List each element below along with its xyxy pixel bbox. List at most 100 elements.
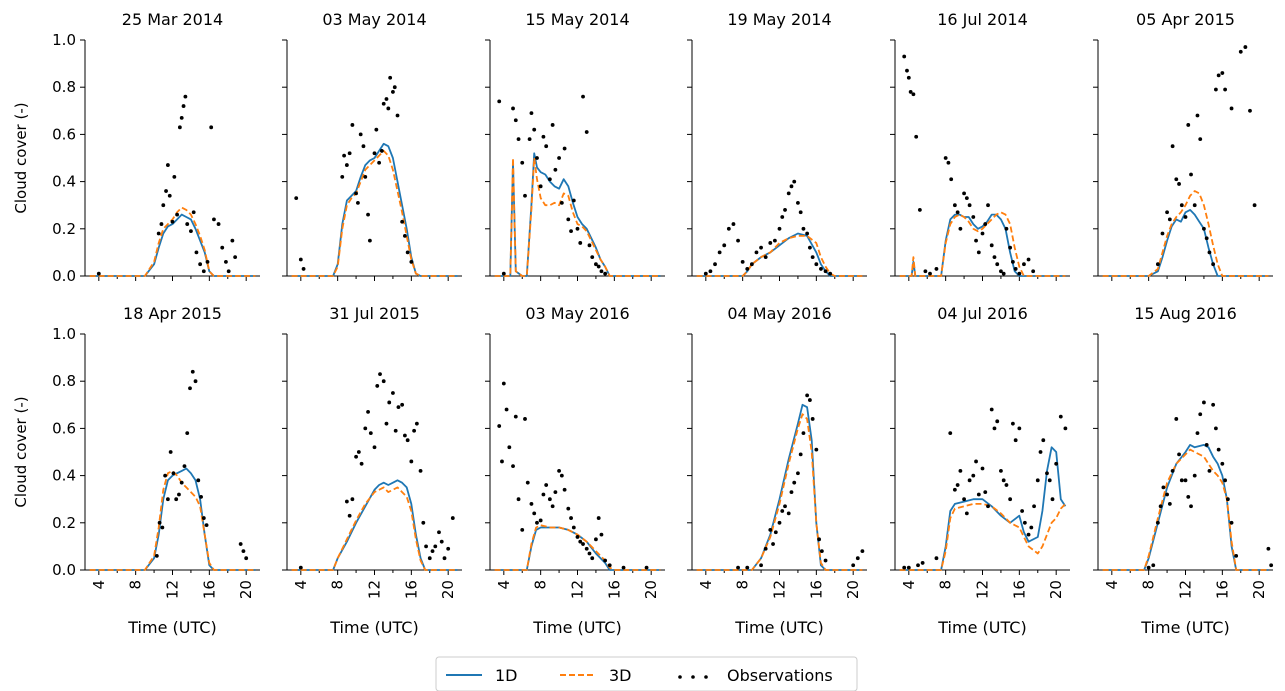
panel-2: 03 May 2014 — [282, 10, 462, 281]
legend: 1D 3D Observations — [435, 656, 858, 691]
observation-point — [1045, 471, 1049, 476]
series-line-1d — [89, 213, 256, 277]
observation-point — [1058, 414, 1063, 419]
observation-point — [1195, 431, 1200, 436]
observation-point — [1165, 210, 1169, 215]
y-tick-label: 1.0 — [52, 31, 76, 49]
observation-point — [347, 513, 352, 518]
x-tick-label: 20 — [1047, 580, 1065, 599]
observation-point — [819, 549, 824, 554]
legend-obs-dot-2 — [691, 675, 695, 679]
x-tick-label: 16 — [200, 580, 218, 599]
observation-point — [789, 490, 794, 495]
observation-point — [810, 255, 815, 260]
observation-point — [1189, 172, 1193, 177]
observation-point — [179, 115, 184, 120]
series-line-1d — [696, 232, 863, 277]
x-tick-label: 4 — [900, 580, 918, 590]
observation-point — [780, 215, 785, 219]
observation-point — [1177, 182, 1181, 186]
observation-point — [1183, 478, 1188, 483]
observation-point — [1001, 478, 1006, 483]
observation-point — [241, 549, 246, 554]
observation-point — [934, 556, 939, 561]
observation-point — [773, 530, 778, 535]
x-tick-label: 20 — [1250, 580, 1268, 599]
observation-point — [396, 405, 401, 410]
series-line-3d — [696, 413, 863, 571]
observation-point — [161, 203, 166, 208]
observation-point — [763, 546, 768, 551]
observation-point — [520, 527, 525, 532]
observation-point — [1223, 478, 1228, 483]
observation-point — [1211, 402, 1216, 407]
observation-point — [603, 271, 608, 276]
observation-point — [191, 210, 196, 215]
observation-point — [971, 473, 976, 478]
observation-point — [168, 450, 173, 454]
observation-point — [205, 259, 210, 264]
observation-point — [450, 516, 455, 520]
observation-point — [170, 219, 175, 224]
observation-point — [1032, 504, 1036, 509]
observation-point — [402, 433, 407, 438]
observation-point — [851, 563, 856, 568]
observation-point — [603, 558, 608, 563]
observation-point — [607, 563, 612, 568]
observation-point — [1225, 497, 1230, 502]
panel-5: 16 Jul 2014 — [890, 10, 1070, 281]
observation-point — [902, 565, 907, 570]
observation-point — [354, 454, 358, 459]
observation-point — [1174, 417, 1179, 421]
observation-point — [801, 226, 806, 231]
observation-point — [1170, 144, 1175, 149]
observation-point — [920, 561, 925, 565]
y-axis-label-bottom: Cloud cover (-) — [12, 396, 30, 507]
observation-point — [538, 184, 543, 189]
observation-point — [386, 106, 391, 111]
observation-point — [547, 177, 552, 182]
observation-point — [571, 198, 576, 203]
observation-point — [501, 381, 506, 386]
observation-point — [1026, 532, 1031, 537]
y-tick-label: 0.6 — [52, 419, 76, 437]
observation-point — [1160, 231, 1165, 236]
observation-point — [393, 428, 398, 433]
observation-point — [999, 269, 1003, 274]
observation-point — [855, 556, 860, 561]
observation-point — [819, 267, 823, 271]
observation-point — [908, 90, 913, 94]
panel-4: 19 May 2014 — [687, 10, 867, 281]
observation-point — [1031, 269, 1036, 274]
observation-point — [914, 134, 919, 139]
observation-point — [980, 466, 985, 471]
observation-point — [814, 447, 819, 452]
observation-point — [439, 539, 444, 544]
observation-point — [1186, 494, 1191, 499]
observation-point — [1223, 87, 1228, 92]
observation-point — [578, 539, 583, 544]
x-tick-label: 16 — [1213, 580, 1231, 599]
y-tick-label: 0.2 — [52, 220, 76, 238]
observation-point — [392, 85, 397, 90]
observation-point — [986, 504, 990, 509]
panel-title: 03 May 2016 — [525, 304, 629, 323]
observation-point — [911, 92, 916, 97]
observation-point — [745, 267, 750, 271]
observation-point — [1229, 520, 1234, 525]
observation-point — [1238, 49, 1243, 54]
observation-point — [172, 174, 177, 179]
observation-point — [209, 125, 214, 130]
observation-point — [763, 255, 768, 260]
observation-point — [1013, 267, 1018, 271]
observation-point — [989, 407, 994, 412]
observation-point — [523, 417, 527, 421]
observation-point — [412, 428, 417, 433]
panel-title: 16 Jul 2014 — [937, 10, 1028, 29]
x-tick-label: 4 — [1103, 580, 1121, 590]
observation-point — [807, 245, 812, 250]
observation-point — [384, 421, 389, 426]
observation-point — [550, 504, 555, 509]
series-line-1d — [291, 479, 458, 571]
